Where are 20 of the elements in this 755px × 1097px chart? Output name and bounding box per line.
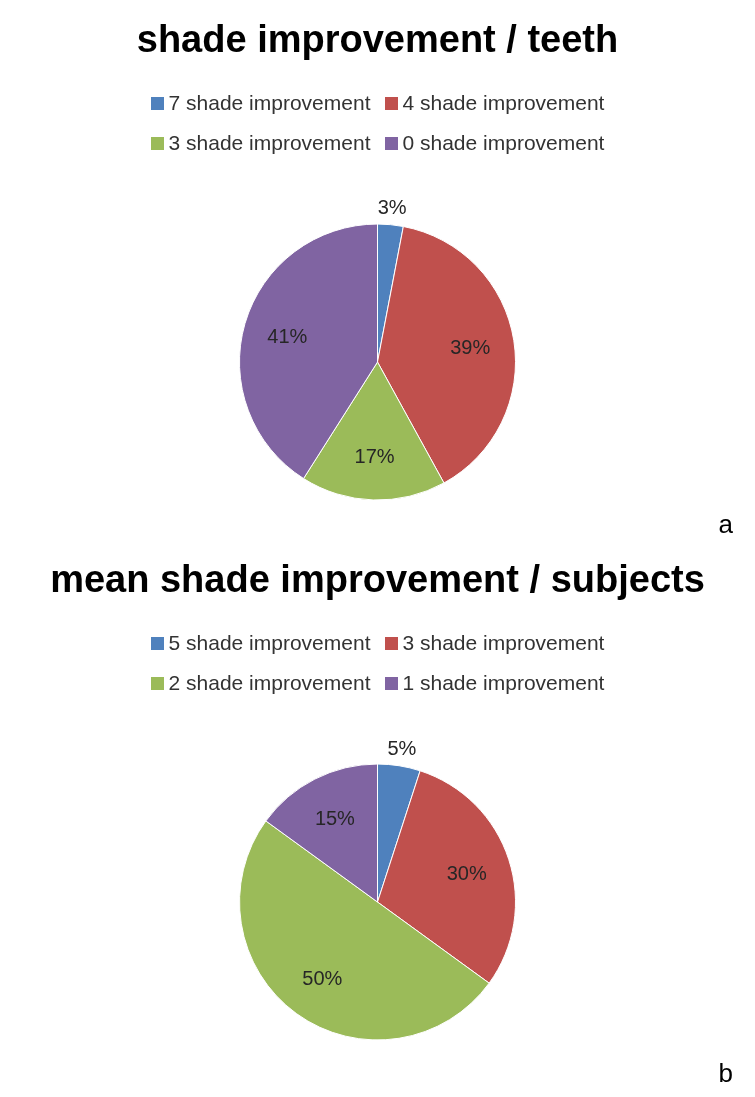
data-label: 5% xyxy=(387,736,417,759)
chart-title: mean shade improvement / subjects xyxy=(49,557,706,602)
legend-label: 2 shade improvement xyxy=(168,671,371,695)
chart-title: shade improvement / teeth xyxy=(135,17,620,62)
data-label: 3% xyxy=(377,195,407,218)
data-label: 15% xyxy=(314,807,356,830)
legend-label: 4 shade improvement xyxy=(402,91,605,115)
data-label: 41% xyxy=(267,324,308,347)
data-label: 50% xyxy=(302,966,343,989)
legend-label: 1 shade improvement xyxy=(402,671,605,695)
data-label: 30% xyxy=(446,862,487,885)
legend-label: 3 shade improvement xyxy=(402,631,605,655)
data-label: 17% xyxy=(354,444,395,467)
data-label: 39% xyxy=(450,336,491,359)
legend-label: 3 shade improvement xyxy=(168,131,371,155)
text: a xyxy=(718,509,733,540)
legend-label: 5 shade improvement xyxy=(168,631,371,655)
legend-label: 0 shade improvement xyxy=(402,131,605,155)
text: b xyxy=(718,1058,733,1089)
legend-label: 7 shade improvement xyxy=(168,91,371,115)
